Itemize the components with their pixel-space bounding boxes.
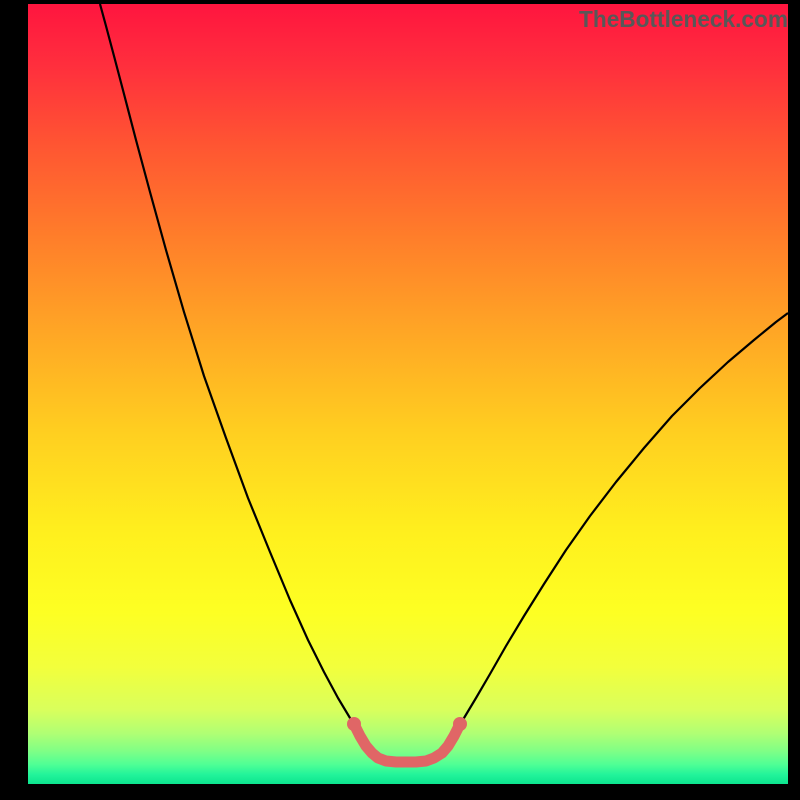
bottom-marker-path [354,724,460,762]
plot-area [28,4,788,784]
curve-layer [28,4,788,784]
bottom-marker-dot-left [347,717,361,731]
bottom-marker-dot-right [453,717,467,731]
v-curve [100,4,788,762]
watermark-text: TheBottleneck.com [579,6,788,33]
